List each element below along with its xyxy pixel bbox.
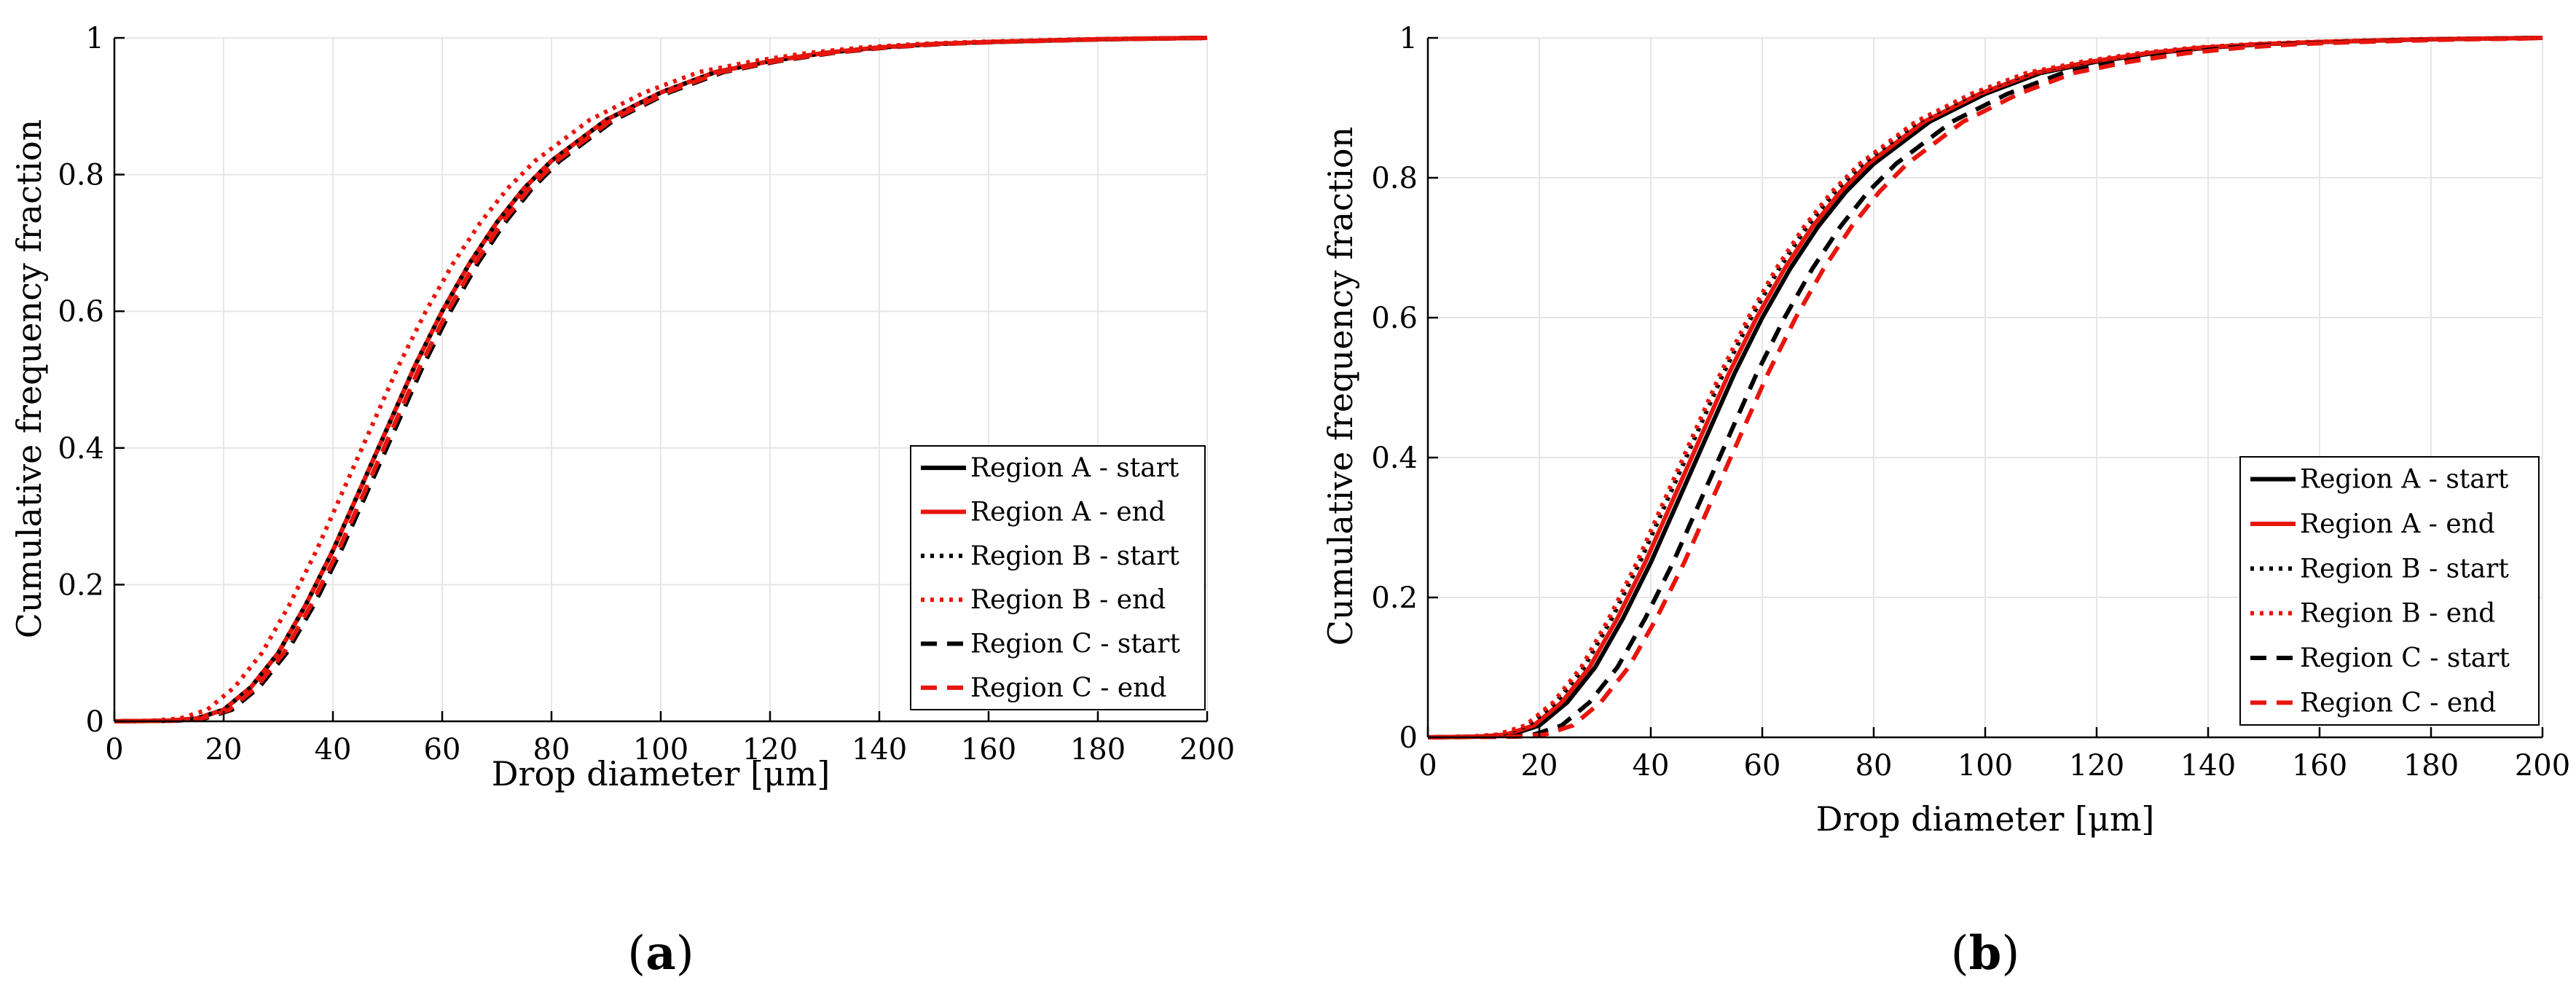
x-tick-label: 100 — [633, 733, 688, 766]
panel-label-close: ) — [676, 927, 694, 981]
legend-label: Region A - start — [970, 453, 1179, 483]
legend: Region A - start Region A - end Region B -… — [910, 445, 1206, 710]
legend-label: Region C - start — [2300, 643, 2510, 673]
legend-label: Region B - start — [2300, 554, 2509, 584]
x-tick-label: 180 — [2403, 749, 2459, 783]
x-tick-label: 180 — [1070, 733, 1126, 766]
y-axis-label: Cumulative frequency fraction — [1321, 127, 1360, 646]
panel-label-open: ( — [627, 927, 645, 981]
x-axis-label: Drop diameter [μm] — [492, 754, 830, 793]
x-tick-label: 160 — [2292, 749, 2347, 783]
x-axis-label: Drop diameter [μm] — [1816, 799, 2155, 839]
x-tick-label: 80 — [1856, 749, 1893, 783]
x-tick-label: 0 — [1418, 749, 1437, 783]
x-tick-label: 140 — [852, 733, 907, 766]
x-tick-label: 40 — [1633, 749, 1670, 783]
legend-label: Region B - start — [970, 541, 1179, 571]
x-tick-label: 80 — [533, 733, 570, 766]
legend-label: Region A - start — [2300, 465, 2509, 495]
x-tick-label: 100 — [1957, 749, 2013, 783]
series-line-region-c-end — [1427, 36, 2543, 740]
legend-label: Region A - end — [970, 498, 1166, 528]
y-tick-label: 0.6 — [1371, 302, 1418, 335]
x-tick-label: 200 — [1179, 733, 1235, 766]
y-tick-label: 0.4 — [58, 432, 104, 466]
series-line-region-b-end — [1427, 36, 2543, 740]
legend-label: Region B - end — [2300, 599, 2495, 629]
chart-panel-a: 0 20 40 60 80 100 120 140 160 180 200 0 0.2 0.4 0.6 0.8… — [9, 22, 1235, 981]
x-tick-label: 20 — [1521, 749, 1558, 783]
series-line-region-b-end — [114, 36, 1208, 724]
x-tick-label: 60 — [1744, 749, 1781, 783]
panel-label-close: ) — [2001, 927, 2019, 981]
legend-box — [2239, 456, 2540, 726]
y-axis-label: Cumulative frequency fraction — [9, 119, 49, 638]
chart-panel-b: 0 20 40 60 80 100 120 140 160 180 200 0 0.2 0.4 0.6 0.8… — [1321, 22, 2570, 981]
legend: Region A - start Region A - end Region B -… — [2239, 456, 2540, 726]
y-tick-label: 0 — [1399, 721, 1418, 755]
x-tick-label: 60 — [424, 733, 461, 766]
x-tick-label: 20 — [205, 733, 243, 766]
panel-label-letter: a — [645, 926, 675, 981]
y-tick-label: 0.8 — [1371, 162, 1418, 195]
legend-label: Region C - end — [970, 673, 1166, 703]
panel-label: (a) — [627, 926, 694, 981]
y-tick-label: 0.2 — [58, 568, 104, 602]
x-tick-label: 200 — [2515, 749, 2570, 783]
panel-label: (b) — [1951, 926, 2020, 981]
y-tick-label: 0 — [86, 705, 104, 739]
legend-label: Region C - end — [2300, 688, 2496, 718]
legend-label: Region A - end — [2300, 509, 2495, 539]
y-tick-label: 1 — [86, 22, 104, 55]
x-tick-label: 160 — [961, 733, 1016, 766]
x-tick-label: 120 — [2069, 749, 2124, 783]
y-tick-label: 0.4 — [1371, 442, 1418, 475]
x-tick-label: 140 — [2180, 749, 2236, 783]
legend-label: Region C - start — [970, 630, 1180, 659]
legend-label: Region B - end — [970, 585, 1166, 615]
x-tick-label: 0 — [105, 733, 123, 766]
y-tick-label: 0.2 — [1371, 581, 1418, 615]
panel-label-letter: b — [1969, 926, 2002, 981]
legend-box — [910, 445, 1206, 710]
x-tick-label: 40 — [315, 733, 352, 766]
x-tick-label: 120 — [742, 733, 798, 766]
y-tick-label: 0.8 — [58, 159, 104, 192]
panel-label-open: ( — [1951, 927, 1969, 981]
y-tick-label: 0.6 — [58, 295, 104, 329]
y-tick-label: 1 — [1399, 22, 1418, 55]
